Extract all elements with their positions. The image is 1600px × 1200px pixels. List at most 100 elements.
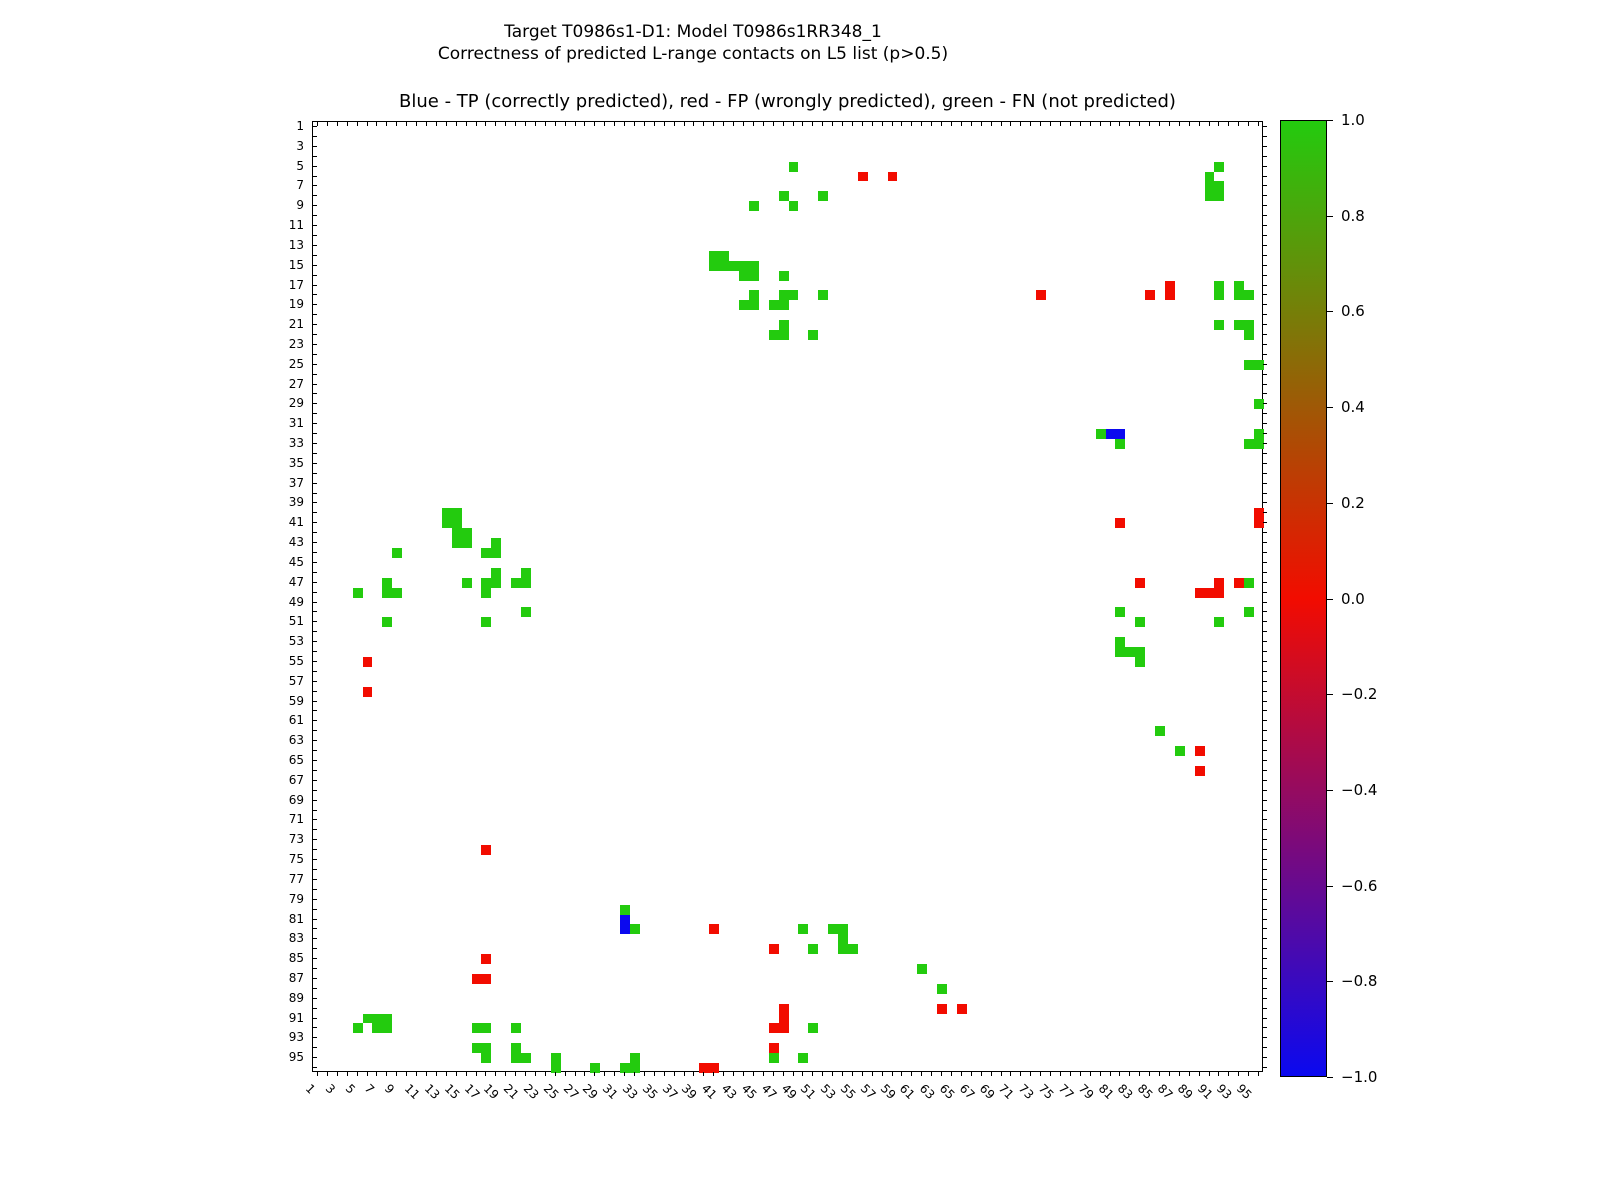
contact-cell	[1234, 290, 1244, 300]
x-tick-label: 17	[461, 1081, 483, 1102]
x-axis-tick	[445, 1072, 447, 1076]
contact-cell	[452, 528, 462, 538]
y-axis-tick	[313, 740, 317, 742]
contact-cell	[1254, 429, 1264, 439]
contact-cell	[382, 1014, 392, 1023]
figure-subtitle: Correctness of predicted L-range contact…	[437, 44, 949, 64]
contact-cell	[481, 954, 491, 964]
y-axis-tick	[313, 383, 317, 385]
x-axis-tick	[822, 122, 824, 126]
y-axis-tick	[1263, 304, 1267, 306]
contact-cell	[779, 290, 789, 300]
y-axis-tick	[313, 809, 317, 811]
x-axis-tick	[723, 122, 725, 126]
x-axis-tick	[416, 1072, 417, 1076]
colorbar-tick	[1327, 789, 1333, 791]
y-axis-tick	[313, 195, 317, 197]
x-axis-tick	[881, 122, 883, 126]
x-axis-tick	[564, 1072, 566, 1076]
contact-cell	[1244, 578, 1254, 588]
y-tick-label: 11	[288, 218, 304, 232]
x-axis-tick	[584, 122, 586, 126]
y-axis-tick	[313, 829, 317, 831]
y-axis-tick	[313, 849, 317, 851]
y-axis-tick	[313, 621, 317, 623]
contact-cell	[1155, 726, 1165, 736]
x-axis-tick	[326, 1072, 328, 1076]
x-axis-tick	[1149, 122, 1151, 126]
x-axis-tick	[1059, 1072, 1061, 1076]
contact-cell	[1244, 290, 1254, 300]
x-axis-tick	[534, 1072, 536, 1076]
y-axis-tick	[1263, 403, 1267, 405]
y-axis-tick	[1263, 769, 1267, 771]
y-axis-tick	[313, 403, 317, 405]
y-tick-label: 13	[288, 237, 304, 252]
contact-cell	[1244, 330, 1254, 340]
x-axis-tick	[941, 122, 942, 126]
x-axis-tick	[1069, 122, 1071, 126]
y-axis-tick	[1263, 651, 1267, 652]
x-tick-label: 29	[580, 1081, 601, 1102]
contact-cell	[1115, 439, 1125, 449]
x-axis-tick	[406, 122, 408, 126]
contact-cell	[749, 261, 759, 271]
contact-cell	[1214, 578, 1224, 588]
y-tick-label: 91	[288, 1010, 304, 1025]
contact-cell	[363, 687, 372, 697]
contact-cell	[789, 290, 798, 300]
x-axis-tick	[366, 122, 368, 126]
x-axis-tick	[396, 1072, 398, 1076]
x-tick-label: 49	[778, 1081, 800, 1102]
contact-cell	[481, 578, 491, 588]
contact-cell	[1214, 181, 1224, 191]
x-axis-tick	[1258, 122, 1259, 126]
y-axis-tick	[313, 215, 317, 217]
x-axis-tick	[752, 122, 754, 126]
x-axis-tick	[1040, 122, 1042, 126]
y-axis-tick	[313, 987, 317, 989]
x-axis-tick	[1139, 1072, 1141, 1076]
x-axis-tick	[1198, 1072, 1200, 1076]
x-axis-tick	[1059, 122, 1061, 126]
contact-cell	[521, 607, 531, 617]
contact-cell	[818, 191, 828, 201]
contact-cell	[491, 548, 501, 558]
x-axis-tick	[832, 1072, 834, 1076]
x-axis-tick	[960, 1072, 962, 1076]
contact-map-plot	[312, 121, 1264, 1073]
contact-cell	[452, 538, 462, 548]
contact-cell	[382, 578, 392, 588]
y-tick-label: 79	[288, 891, 304, 906]
contact-cell	[1135, 657, 1145, 667]
contact-cell	[481, 1023, 491, 1033]
x-axis-tick	[1238, 122, 1240, 126]
y-axis-tick	[313, 175, 317, 177]
contact-cell	[1195, 766, 1205, 776]
contact-cell	[779, 1014, 789, 1023]
y-axis-tick	[313, 1037, 317, 1039]
contact-cell	[1205, 172, 1214, 181]
y-axis-tick	[1263, 234, 1267, 236]
contact-cell	[1254, 439, 1264, 449]
x-axis-tick	[1129, 122, 1131, 126]
x-axis-tick	[356, 122, 358, 126]
x-axis-tick	[614, 1072, 616, 1076]
x-axis-tick	[881, 1072, 883, 1076]
y-tick-label: 15	[288, 257, 304, 272]
y-axis-tick	[313, 126, 317, 127]
y-axis-tick	[1263, 859, 1267, 860]
contact-cell	[1214, 617, 1224, 627]
y-axis-tick	[313, 443, 317, 444]
x-axis-tick	[1238, 1072, 1240, 1076]
x-axis-tick	[1119, 1072, 1121, 1076]
contact-cell	[481, 588, 491, 598]
x-axis-tick	[1089, 122, 1091, 126]
contact-cell	[481, 1043, 491, 1053]
y-axis-tick	[313, 185, 317, 187]
y-tick-label: 89	[288, 990, 304, 1005]
x-axis-tick	[792, 122, 794, 126]
y-axis-tick	[1263, 175, 1267, 177]
y-tick-label: 67	[288, 772, 304, 787]
y-axis-tick	[313, 532, 317, 534]
